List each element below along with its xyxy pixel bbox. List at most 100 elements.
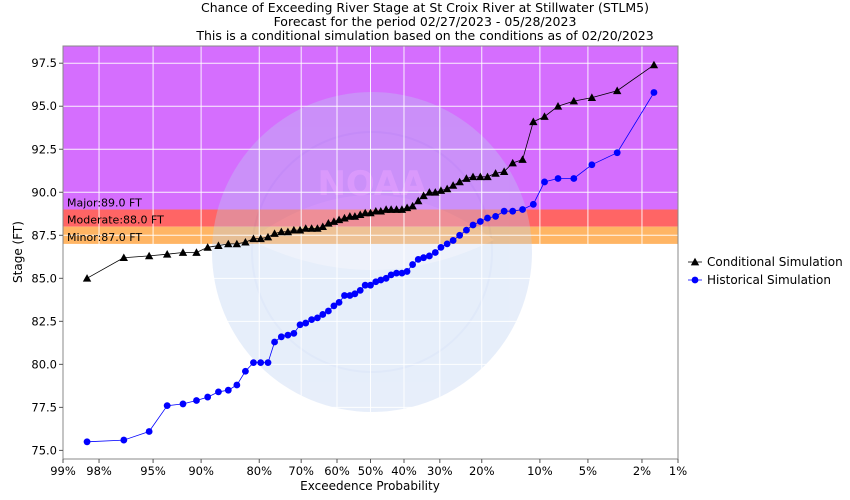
data-point xyxy=(419,191,428,200)
data-point xyxy=(204,393,212,401)
x-tick-label: 98% xyxy=(86,464,112,478)
series-historical xyxy=(83,89,658,446)
flood-category-labels: Major:89.0 FT Moderate:88.0 FT Minor:87.0 … xyxy=(67,196,164,243)
data-point xyxy=(361,281,369,289)
data-point xyxy=(650,89,658,96)
data-point xyxy=(203,243,212,251)
data-point xyxy=(403,268,411,275)
x-tick-label: 80% xyxy=(246,464,272,478)
data-point xyxy=(162,250,172,258)
flood-band-label: Minor:87.0 FT xyxy=(67,231,142,244)
data-point xyxy=(192,248,201,256)
data-point xyxy=(224,239,233,248)
series-conditional xyxy=(82,60,659,282)
data-point xyxy=(588,161,596,169)
data-point xyxy=(541,178,548,186)
data-point xyxy=(277,227,286,236)
data-point xyxy=(144,251,154,260)
data-point xyxy=(308,316,316,324)
y-tick-label: 95.0 xyxy=(31,99,57,113)
y-tick-label: 92.5 xyxy=(31,142,57,156)
data-point xyxy=(408,201,417,210)
data-point xyxy=(508,158,517,167)
y-tick-label: 82.5 xyxy=(31,314,57,328)
x-tick-label: 60% xyxy=(324,464,350,478)
data-point xyxy=(120,436,128,444)
data-point xyxy=(529,117,538,126)
x-tick-label: 30% xyxy=(427,464,453,478)
data-point xyxy=(387,271,395,279)
x-tick-label: 20% xyxy=(469,464,495,478)
data-point xyxy=(431,249,439,256)
y-tick-label: 90.0 xyxy=(31,185,57,199)
data-point xyxy=(360,208,370,217)
data-point xyxy=(649,60,659,69)
data-point xyxy=(249,234,258,243)
data-point xyxy=(392,205,401,213)
data-point xyxy=(302,319,310,327)
data-point xyxy=(553,102,563,110)
data-point xyxy=(319,311,327,318)
data-point xyxy=(455,177,464,186)
x-tick-label: 95% xyxy=(140,464,166,478)
chart-title-line-1: Chance of Exceeding River Stage at St Cr… xyxy=(201,0,649,15)
data-point xyxy=(178,248,188,256)
y-tick-label: 87.5 xyxy=(31,228,57,242)
data-point xyxy=(476,172,485,181)
data-point xyxy=(307,224,316,232)
data-point xyxy=(613,149,621,157)
data-point xyxy=(82,274,92,282)
plot-area: NOAA Major:89.0 FT Moderate:88.0 FT Minor:… xyxy=(62,45,679,460)
data-point xyxy=(469,221,477,229)
x-tick-label: 5% xyxy=(579,464,597,478)
data-point xyxy=(290,329,298,337)
data-point xyxy=(277,333,285,341)
data-point xyxy=(377,276,385,284)
x-tick-label: 2% xyxy=(633,464,651,478)
data-point xyxy=(437,243,445,251)
data-point xyxy=(554,175,562,182)
y-tick-label: 75.0 xyxy=(31,443,57,457)
data-point xyxy=(296,321,304,329)
x-tick-label: 10% xyxy=(527,464,553,478)
chart-title-line-3: This is a conditional simulation based o… xyxy=(195,28,653,43)
data-point xyxy=(483,172,492,181)
legend-marker xyxy=(691,276,699,284)
data-point xyxy=(540,112,549,120)
data-point xyxy=(519,206,526,213)
data-point xyxy=(145,428,153,435)
data-point xyxy=(83,438,91,446)
data-point xyxy=(330,302,338,310)
data-point xyxy=(448,181,458,189)
x-tick-label: 50% xyxy=(358,464,384,478)
y-tick-label: 85.0 xyxy=(31,271,57,285)
data-point xyxy=(351,290,359,298)
chart-title-line-2: Forecast for the period 02/27/2023 - 05/… xyxy=(274,14,577,29)
data-point xyxy=(367,281,374,289)
data-point xyxy=(193,397,200,404)
data-point xyxy=(414,255,422,263)
legend: Conditional Simulation Historical Simulat… xyxy=(688,255,843,287)
data-point xyxy=(484,214,491,222)
data-point xyxy=(233,381,241,389)
legend-marker xyxy=(690,257,700,266)
data-point xyxy=(569,96,579,105)
data-point xyxy=(443,240,451,248)
x-tick-label: 40% xyxy=(391,464,417,478)
data-point xyxy=(393,269,400,277)
data-point xyxy=(612,86,622,95)
data-point xyxy=(318,222,327,231)
y-axis-label: Stage (FT) xyxy=(11,221,25,283)
legend-label: Conditional Simulation xyxy=(707,255,843,269)
chart-title: Chance of Exceeding River Stage at St Cr… xyxy=(195,0,653,43)
data-point xyxy=(382,274,390,282)
data-point xyxy=(270,229,279,237)
data-point xyxy=(456,231,464,239)
y-axis: 75.0 77.5 80.0 82.5 85.0 87.5 90.0 92.5 95.0 97.5 xyxy=(31,56,63,457)
series-layer xyxy=(82,60,659,446)
data-point xyxy=(492,212,499,220)
data-point xyxy=(163,402,171,410)
data-point xyxy=(289,225,299,234)
data-point xyxy=(509,207,517,215)
